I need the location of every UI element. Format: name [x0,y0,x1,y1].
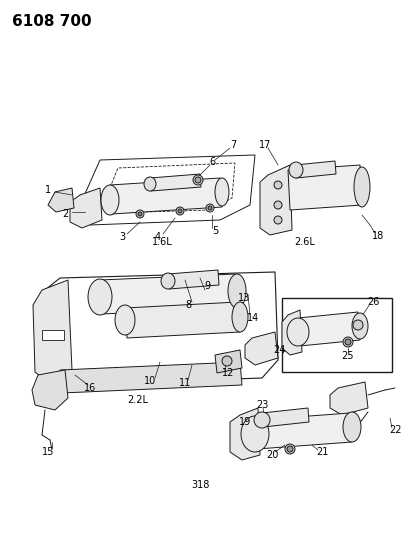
Text: 4: 4 [155,232,161,242]
Text: 17: 17 [259,140,271,150]
Polygon shape [288,165,362,210]
Ellipse shape [101,185,119,215]
Ellipse shape [144,177,156,191]
Text: 24: 24 [273,345,285,355]
Ellipse shape [232,302,248,332]
Ellipse shape [88,279,112,315]
Ellipse shape [215,178,229,206]
Polygon shape [60,362,242,393]
Ellipse shape [345,339,351,345]
Text: 6108 700: 6108 700 [12,14,92,29]
Polygon shape [282,310,302,355]
Ellipse shape [206,204,214,212]
Text: 20: 20 [266,450,278,460]
Text: 12: 12 [222,368,234,378]
Text: 2: 2 [62,209,68,219]
Ellipse shape [138,212,142,216]
Text: 18: 18 [372,231,384,241]
Polygon shape [48,188,74,212]
Text: 7: 7 [230,140,236,150]
Ellipse shape [343,337,353,347]
Ellipse shape [115,305,135,335]
Ellipse shape [352,313,368,339]
Ellipse shape [274,201,282,209]
Ellipse shape [228,274,246,308]
Polygon shape [295,161,336,178]
Text: 8: 8 [185,300,191,310]
Ellipse shape [176,207,184,215]
Text: 13: 13 [238,293,250,303]
Text: 1.6L: 1.6L [152,237,172,247]
Text: 6: 6 [209,157,215,167]
Polygon shape [125,302,240,338]
Polygon shape [168,270,219,289]
Text: 10: 10 [144,376,156,386]
Text: 9: 9 [204,281,210,291]
Text: 2.6L: 2.6L [295,237,315,247]
Text: 318: 318 [191,480,209,490]
Bar [282,298,392,372]
Ellipse shape [222,356,232,366]
Polygon shape [150,174,201,191]
Ellipse shape [274,216,282,224]
Ellipse shape [287,446,293,452]
Text: 1: 1 [45,185,51,195]
Ellipse shape [208,206,212,210]
Polygon shape [110,178,222,214]
Polygon shape [260,165,292,235]
Ellipse shape [136,210,144,218]
Ellipse shape [193,175,203,185]
Text: 26: 26 [367,297,379,307]
Text: 19: 19 [239,417,251,427]
Polygon shape [245,332,278,365]
Ellipse shape [353,320,363,330]
Ellipse shape [195,177,201,183]
Text: 11: 11 [179,378,191,388]
Polygon shape [105,163,235,213]
Text: 25: 25 [342,351,354,361]
Ellipse shape [289,162,303,178]
Text: 22: 22 [390,425,402,435]
Polygon shape [80,155,255,225]
Ellipse shape [285,444,295,454]
Ellipse shape [343,412,361,442]
Text: 14: 14 [247,313,259,323]
Ellipse shape [178,209,182,213]
Polygon shape [70,188,102,228]
Text: 5: 5 [212,226,218,236]
Ellipse shape [274,181,282,189]
Polygon shape [255,413,352,449]
Text: 21: 21 [316,447,328,457]
Polygon shape [100,274,237,314]
Bar [42,330,64,340]
Text: 15: 15 [42,447,54,457]
Polygon shape [32,370,68,410]
Ellipse shape [241,416,269,452]
Text: 16: 16 [84,383,96,393]
Text: 23: 23 [256,400,268,410]
Polygon shape [262,408,309,427]
Ellipse shape [254,412,270,428]
Polygon shape [40,272,278,385]
Text: 3: 3 [119,232,125,242]
Ellipse shape [161,273,175,289]
Polygon shape [330,382,368,415]
Polygon shape [33,280,72,382]
Ellipse shape [354,167,370,207]
Polygon shape [215,350,242,373]
Text: 2.2L: 2.2L [127,395,149,405]
Ellipse shape [287,318,309,346]
Polygon shape [298,312,360,346]
Polygon shape [230,408,260,460]
